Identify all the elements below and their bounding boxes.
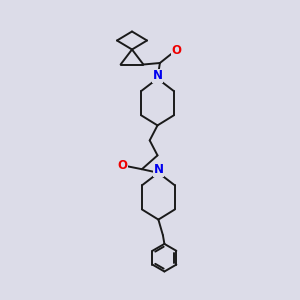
- Text: N: N: [152, 69, 163, 82]
- Text: N: N: [154, 163, 164, 176]
- Text: O: O: [118, 158, 128, 172]
- Text: O: O: [172, 44, 182, 58]
